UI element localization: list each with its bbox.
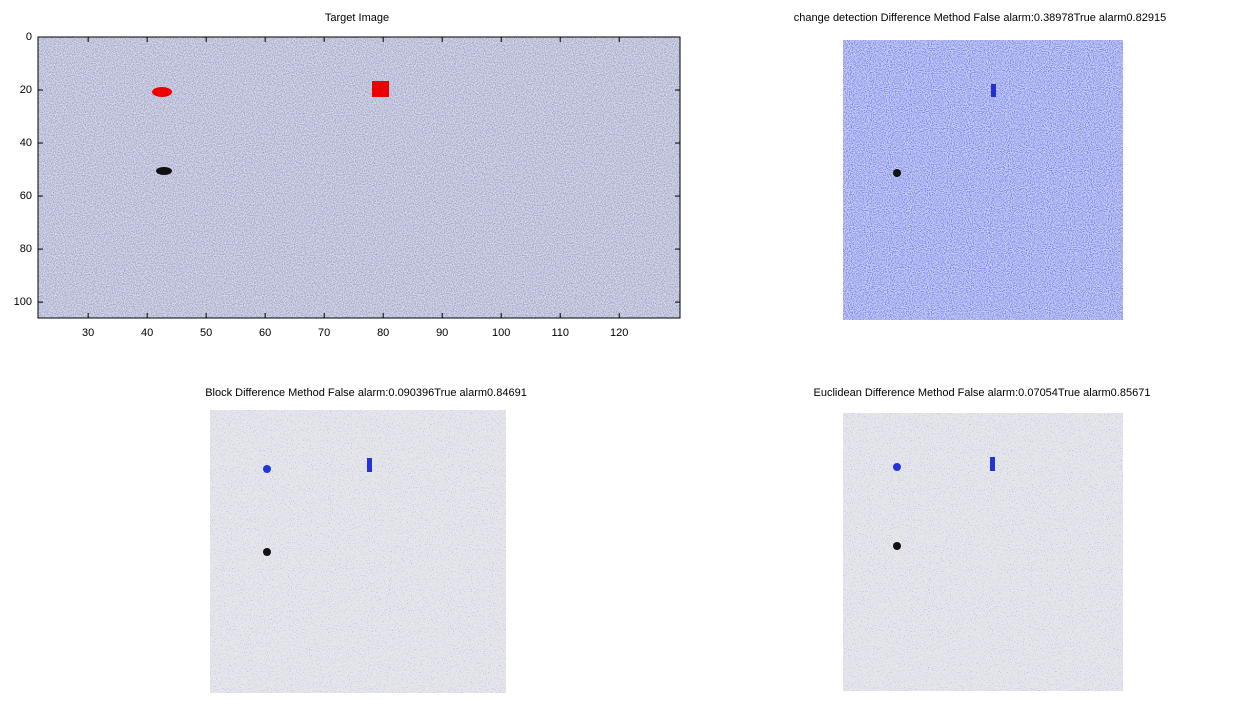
panel-title: change detection Difference Method False… <box>794 12 1166 24</box>
y-tick-label: 60 <box>20 190 32 202</box>
x-tick-label: 50 <box>200 327 212 339</box>
x-tick-label: 90 <box>436 327 448 339</box>
x-tick-label: 40 <box>141 327 153 339</box>
object-blob <box>156 167 172 175</box>
target-blob <box>367 458 372 472</box>
target-image <box>38 37 680 318</box>
panel-title: Target Image <box>325 12 389 24</box>
y-tick-label: 20 <box>20 84 32 96</box>
object-blob <box>263 548 271 556</box>
target-blob <box>372 81 389 97</box>
x-tick-label: 100 <box>492 327 510 339</box>
y-tick-label: 80 <box>20 243 32 255</box>
x-tick-label: 80 <box>377 327 389 339</box>
object-blob <box>893 542 901 550</box>
target-blob <box>152 87 172 97</box>
y-tick-label: 0 <box>26 31 32 43</box>
result-image <box>210 410 506 693</box>
result-image <box>843 413 1123 691</box>
target-blob <box>263 465 271 473</box>
x-tick-label: 30 <box>82 327 94 339</box>
y-tick-label: 40 <box>20 137 32 149</box>
target-blob <box>990 457 995 471</box>
x-tick-label: 110 <box>551 327 569 339</box>
axes: 30 40 50 60 70 80 90 100 110 120 0 20 40 60 80 100 <box>14 31 680 339</box>
x-tick-label: 60 <box>259 327 271 339</box>
x-tick-label: 70 <box>318 327 330 339</box>
panel-title: Block Difference Method False alarm:0.09… <box>205 387 527 399</box>
object-blob <box>893 169 901 177</box>
result-image <box>843 40 1123 320</box>
target-blob <box>893 463 901 471</box>
y-tick-label: 100 <box>14 296 32 308</box>
panel-title: Euclidean Difference Method False alarm:… <box>814 387 1151 399</box>
x-tick-label: 120 <box>610 327 628 339</box>
axes-box <box>37 36 681 319</box>
target-blob <box>991 84 996 97</box>
